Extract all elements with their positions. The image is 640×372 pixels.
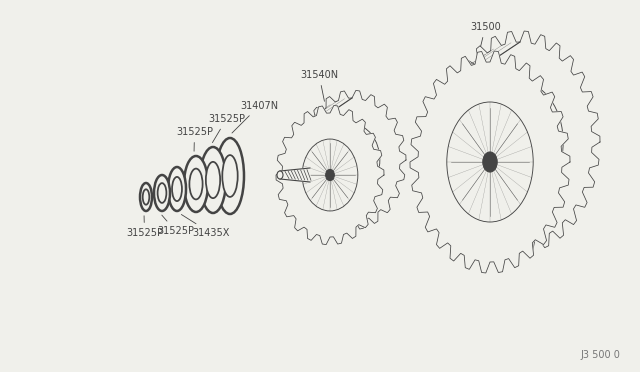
Ellipse shape xyxy=(326,169,334,180)
Polygon shape xyxy=(298,90,406,230)
Text: 31407N: 31407N xyxy=(232,101,278,133)
Polygon shape xyxy=(276,105,384,244)
Text: 31555: 31555 xyxy=(297,133,346,163)
Ellipse shape xyxy=(277,171,283,179)
Polygon shape xyxy=(280,168,310,182)
Ellipse shape xyxy=(324,124,380,196)
Ellipse shape xyxy=(172,177,182,201)
Ellipse shape xyxy=(154,175,170,211)
Ellipse shape xyxy=(157,183,166,203)
Ellipse shape xyxy=(477,82,563,202)
Polygon shape xyxy=(410,51,570,273)
Ellipse shape xyxy=(216,138,244,214)
Ellipse shape xyxy=(302,139,358,211)
Text: 31525P: 31525P xyxy=(176,127,213,151)
Ellipse shape xyxy=(222,155,237,197)
Text: 31540N: 31540N xyxy=(300,70,338,101)
Text: 31435X: 31435X xyxy=(181,215,229,238)
Ellipse shape xyxy=(483,152,497,172)
Text: 31525P: 31525P xyxy=(208,114,245,142)
Text: J3 500 0: J3 500 0 xyxy=(580,350,620,360)
Text: 31525P: 31525P xyxy=(157,215,194,236)
Ellipse shape xyxy=(189,169,203,199)
Ellipse shape xyxy=(447,102,533,222)
Ellipse shape xyxy=(168,167,186,211)
Ellipse shape xyxy=(206,162,220,198)
Text: 31525P: 31525P xyxy=(126,216,163,238)
Polygon shape xyxy=(440,31,600,253)
Ellipse shape xyxy=(140,183,152,211)
Text: 31500: 31500 xyxy=(470,22,500,46)
Ellipse shape xyxy=(200,147,226,213)
Ellipse shape xyxy=(184,156,208,212)
Ellipse shape xyxy=(143,189,149,205)
